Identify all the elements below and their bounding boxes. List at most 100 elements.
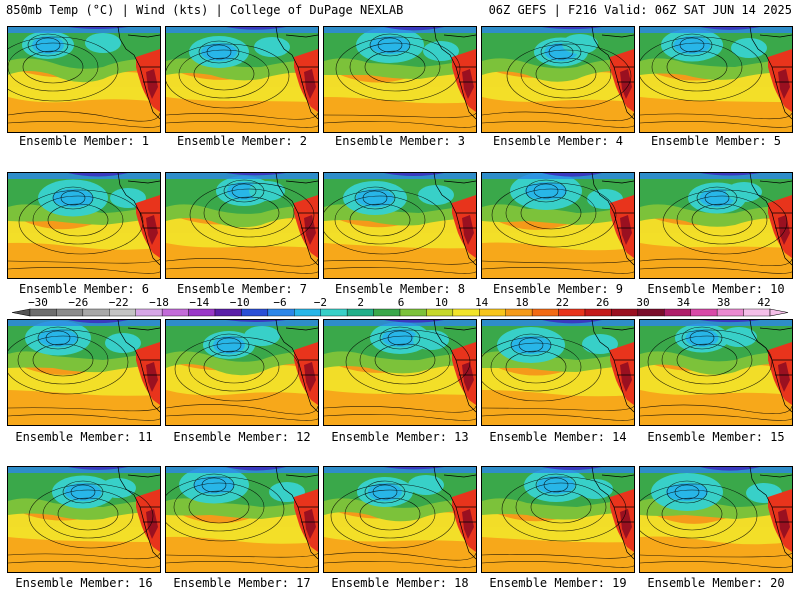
colorbar-segment xyxy=(452,308,480,317)
ensemble-panel-7 xyxy=(165,172,319,279)
colorbar-segment xyxy=(426,308,454,317)
colorbar-segment xyxy=(505,308,533,317)
colorbar-segment xyxy=(82,308,110,317)
ensemble-member-label: Ensemble Member: 3 xyxy=(334,134,466,148)
colorbar-segment xyxy=(399,308,427,317)
ensemble-map-13 xyxy=(324,320,476,425)
colorbar-tick: −26 xyxy=(68,296,89,309)
colorbar-segment xyxy=(188,308,216,317)
ensemble-member-label: Ensemble Member: 13 xyxy=(331,430,469,444)
ensemble-member-label: Ensemble Member: 16 xyxy=(15,576,153,590)
colorbar-segment xyxy=(56,308,84,317)
ensemble-panel-6 xyxy=(7,172,161,279)
ensemble-member-label: Ensemble Member: 17 xyxy=(173,576,311,590)
ensemble-member-label: Ensemble Member: 10 xyxy=(647,282,785,296)
colorbar-tick: −10 xyxy=(229,296,250,309)
ensemble-panel-16 xyxy=(7,466,161,573)
ensemble-map-10 xyxy=(640,173,792,278)
colorbar-tick: 42 xyxy=(757,296,771,309)
ensemble-panel-17 xyxy=(165,466,319,573)
ensemble-map-16 xyxy=(8,467,160,572)
ensemble-map-3 xyxy=(324,27,476,132)
colorbar-segment xyxy=(637,308,665,317)
colorbar-segment xyxy=(109,308,136,317)
ensemble-map-1 xyxy=(8,27,160,132)
ensemble-map-18 xyxy=(324,467,476,572)
ensemble-panel-9 xyxy=(481,172,635,279)
ensemble-member-label: Ensemble Member: 2 xyxy=(176,134,308,148)
ensemble-member-label: Ensemble Member: 4 xyxy=(492,134,624,148)
ensemble-member-label: Ensemble Member: 18 xyxy=(331,576,469,590)
colorbar-tick: 10 xyxy=(434,296,448,309)
ensemble-panel-12 xyxy=(165,319,319,426)
ensemble-panel-20 xyxy=(639,466,793,573)
colorbar-tick: 38 xyxy=(717,296,731,309)
colorbar-segment xyxy=(664,308,691,317)
ensemble-panel-19 xyxy=(481,466,635,573)
ensemble-panel-18 xyxy=(323,466,477,573)
colorbar-segment xyxy=(743,308,771,317)
ensemble-map-4 xyxy=(482,27,634,132)
ensemble-map-2 xyxy=(166,27,318,132)
colorbar-tick: 18 xyxy=(515,296,529,309)
colorbar-tick: −14 xyxy=(189,296,210,309)
ensemble-panel-8 xyxy=(323,172,477,279)
colorbar-segment xyxy=(611,308,639,317)
ensemble-member-label: Ensemble Member: 8 xyxy=(334,282,466,296)
colorbar-segment xyxy=(320,308,348,317)
ensemble-member-label: Ensemble Member: 12 xyxy=(173,430,311,444)
header-run-info: 06Z GEFS | F216 Valid: 06Z SAT JUN 14 20… xyxy=(488,3,792,17)
ensemble-panel-15 xyxy=(639,319,793,426)
colorbar-segment xyxy=(531,308,559,317)
colorbar-tick: 26 xyxy=(596,296,610,309)
colorbar-tick: −6 xyxy=(273,296,287,309)
colorbar-segment xyxy=(135,308,163,317)
colorbar-tick: 30 xyxy=(636,296,650,309)
colorbar-tick: 22 xyxy=(555,296,569,309)
ensemble-member-label: Ensemble Member: 15 xyxy=(647,430,785,444)
colorbar-segment xyxy=(584,308,612,317)
colorbar-tick: 6 xyxy=(397,296,405,309)
ensemble-map-8 xyxy=(324,173,476,278)
colorbar-left-arrow xyxy=(11,308,31,317)
colorbar-segment xyxy=(479,308,506,317)
ensemble-member-label: Ensemble Member: 20 xyxy=(647,576,785,590)
colorbar-tick: −2 xyxy=(313,296,327,309)
ensemble-map-12 xyxy=(166,320,318,425)
ensemble-map-17 xyxy=(166,467,318,572)
ensemble-member-label: Ensemble Member: 5 xyxy=(650,134,782,148)
ensemble-map-20 xyxy=(640,467,792,572)
ensemble-member-label: Ensemble Member: 7 xyxy=(176,282,308,296)
colorbar-tick: 2 xyxy=(357,296,364,309)
ensemble-panel-1 xyxy=(7,26,161,133)
ensemble-member-label: Ensemble Member: 9 xyxy=(492,282,624,296)
ensemble-panel-13 xyxy=(323,319,477,426)
ensemble-map-15 xyxy=(640,320,792,425)
colorbar-segment xyxy=(267,308,295,317)
ensemble-map-5 xyxy=(640,27,792,132)
colorbar-segment xyxy=(214,308,242,317)
colorbar-segment xyxy=(294,308,321,317)
ensemble-map-19 xyxy=(482,467,634,572)
colorbar-segment xyxy=(558,308,586,317)
colorbar-segment xyxy=(161,308,189,317)
colorbar-tick: 34 xyxy=(676,296,690,309)
ensemble-panel-2 xyxy=(165,26,319,133)
colorbar-segment xyxy=(373,308,401,317)
ensemble-panel-10 xyxy=(639,172,793,279)
temperature-colorbar xyxy=(11,308,789,317)
colorbar-segment xyxy=(716,308,744,317)
colorbar-tick: −18 xyxy=(149,296,169,309)
colorbar-segment xyxy=(241,308,269,317)
colorbar-tick: 14 xyxy=(475,296,489,309)
ensemble-panel-4 xyxy=(481,26,635,133)
ensemble-panel-14 xyxy=(481,319,635,426)
ensemble-map-11 xyxy=(8,320,160,425)
colorbar-right-arrow xyxy=(769,308,789,317)
header-title: 850mb Temp (°C) | Wind (kts) | College o… xyxy=(6,3,404,17)
ensemble-member-label: Ensemble Member: 11 xyxy=(15,430,153,444)
ensemble-member-label: Ensemble Member: 14 xyxy=(489,430,627,444)
ensemble-member-label: Ensemble Member: 6 xyxy=(18,282,150,296)
ensemble-member-label: Ensemble Member: 19 xyxy=(489,576,627,590)
ensemble-map-6 xyxy=(8,173,160,278)
